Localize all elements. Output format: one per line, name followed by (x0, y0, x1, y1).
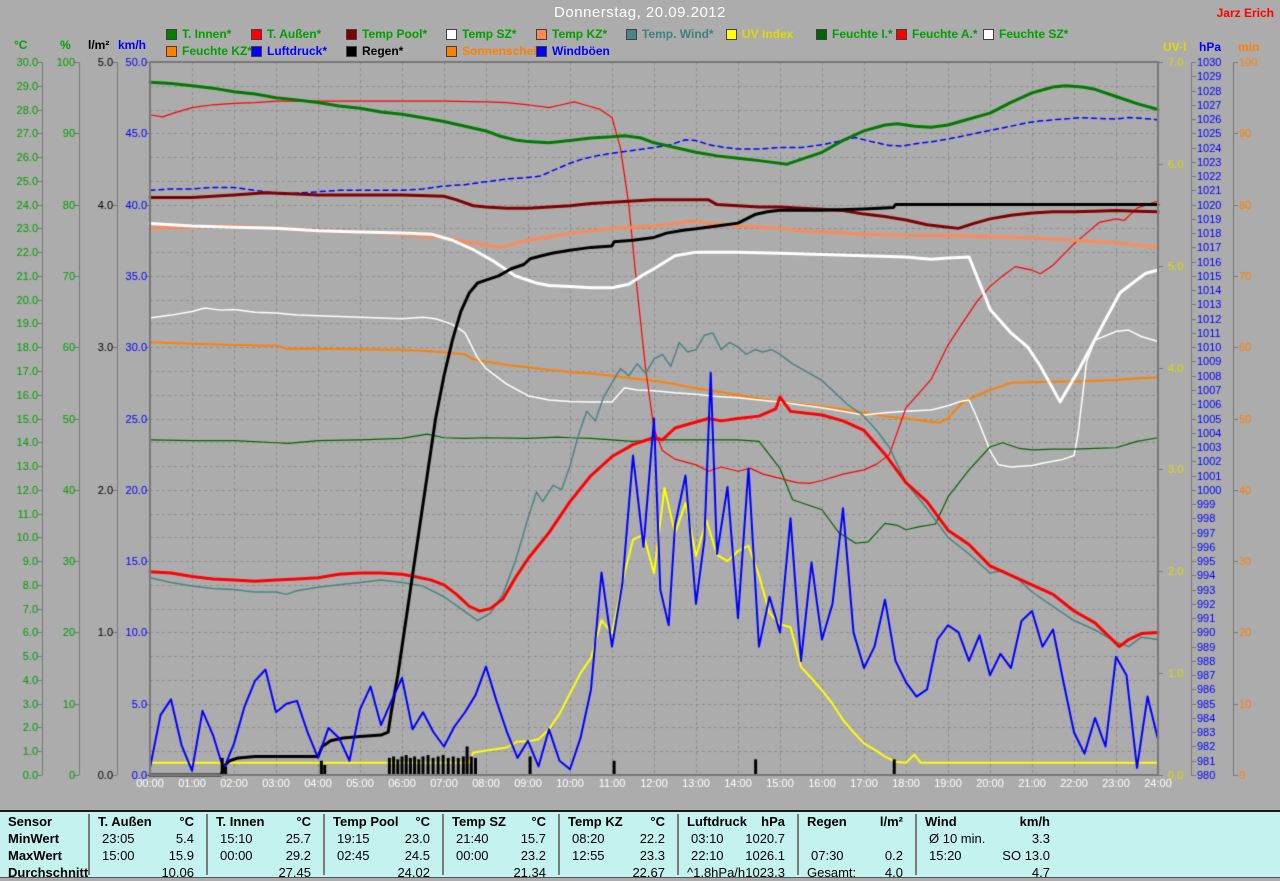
table-separator (558, 814, 560, 875)
table-sensor-unit: °C (179, 814, 194, 829)
table-sensor-name: Wind (925, 814, 957, 829)
table-max-time: 15:00 (102, 848, 135, 863)
table-min-time: 21:40 (456, 831, 489, 846)
table-sensor-name: Temp KZ (568, 814, 623, 829)
table-max-time: 00:00 (220, 848, 253, 863)
table-max-time: 07:30 (811, 848, 844, 863)
table-sensor-unit: °C (296, 814, 311, 829)
table-max-value: 15.9 (168, 848, 194, 863)
table-max-value: 23.2 (520, 848, 546, 863)
table-avg-label: Gesamt: (807, 865, 857, 880)
table-min-time: 15:10 (220, 831, 253, 846)
table-min-value: 5.4 (175, 831, 194, 846)
table-max-time: 22:10 (691, 848, 724, 863)
table-avg-value: 10.06 (161, 865, 194, 880)
chart-plot-canvas (0, 0, 1280, 808)
table-avg-label: ^1.8hPa/h (687, 865, 746, 880)
table-sensor-name: Temp SZ (452, 814, 506, 829)
table-sensor-name: T. Außen (98, 814, 152, 829)
table-avg-value: 22.67 (632, 865, 665, 880)
table-avg-value: 1023.3 (745, 865, 785, 880)
table-min-value: 22.2 (639, 831, 665, 846)
table-row-label: MinWert (8, 831, 60, 846)
table-min-value: 25.7 (285, 831, 311, 846)
table-max-time: 02:45 (337, 848, 370, 863)
table-min-time: 19:15 (337, 831, 370, 846)
table-separator (206, 814, 208, 875)
table-max-time: 12:55 (572, 848, 605, 863)
table-row-label: Sensor (8, 814, 53, 829)
table-max-value: 24.5 (404, 848, 430, 863)
table-sensor-unit: l/m² (879, 814, 903, 829)
table-max-value: 0.2 (884, 848, 903, 863)
table-min-value: 23.0 (404, 831, 430, 846)
table-sensor-unit: °C (531, 814, 546, 829)
statistics-table: Sensor MinWert MaxWert Durchschnitt T. Außen… (0, 810, 1280, 880)
table-avg-value: 24.02 (397, 865, 430, 880)
table-sensor-unit: °C (650, 814, 665, 829)
table-sensor-unit: °C (415, 814, 430, 829)
table-sensor-name: T. Innen (216, 814, 265, 829)
table-avg-value: 21.34 (513, 865, 546, 880)
table-avg-value: 4.0 (884, 865, 903, 880)
table-max-value: SO 13.0 (1002, 848, 1050, 863)
table-separator (915, 814, 917, 875)
table-row-label: Durchschnitt (8, 865, 89, 880)
table-min-value: 3.3 (1031, 831, 1050, 846)
table-row-label: MaxWert (8, 848, 62, 863)
table-min-value: 15.7 (520, 831, 546, 846)
table-min-time: Ø 10 min. (929, 831, 986, 846)
table-sensor-unit: km/h (1019, 814, 1050, 829)
table-separator (323, 814, 325, 875)
table-separator (677, 814, 679, 875)
table-separator (797, 814, 799, 875)
table-separator (88, 814, 90, 875)
table-sensor-name: Temp Pool (333, 814, 399, 829)
table-max-value: 29.2 (285, 848, 311, 863)
table-min-time: 23:05 (102, 831, 135, 846)
table-sensor-name: Regen (807, 814, 847, 829)
table-sensor-unit: hPa (761, 814, 785, 829)
table-max-value: 23.3 (639, 848, 665, 863)
table-min-value: 1020.7 (745, 831, 785, 846)
table-max-value: 1026.1 (745, 848, 785, 863)
table-sensor-name: Luftdruck (687, 814, 747, 829)
table-avg-value: 27.45 (278, 865, 311, 880)
table-separator (442, 814, 444, 875)
table-min-time: 03:10 (691, 831, 724, 846)
table-min-time: 08:20 (572, 831, 605, 846)
table-avg-value: 4.7 (1031, 865, 1050, 880)
table-max-time: 00:00 (456, 848, 489, 863)
table-max-time: 15:20 (929, 848, 962, 863)
